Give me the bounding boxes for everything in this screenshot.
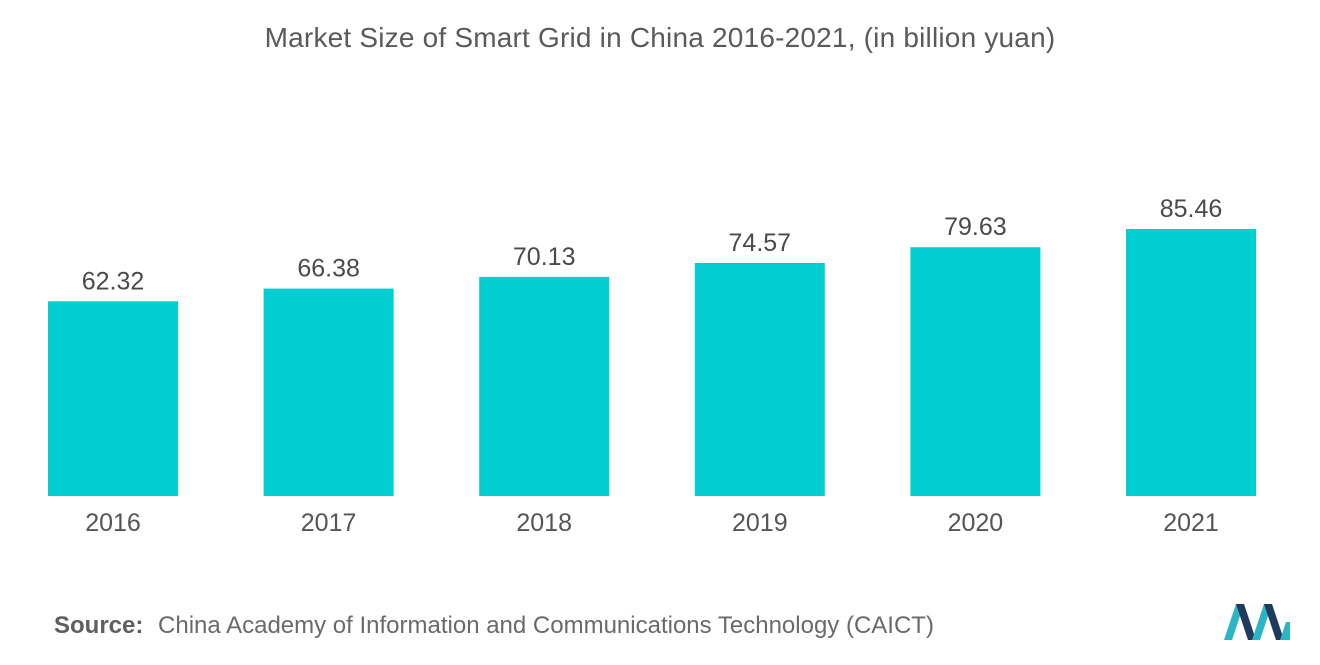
bar-2021 [1126, 229, 1256, 496]
value-label-2021: 85.46 [1160, 195, 1223, 223]
bar-2016 [48, 301, 178, 496]
bar-2018 [479, 276, 610, 496]
value-label-2016: 62.32 [82, 267, 145, 295]
x-tick-label-2021: 2021 [1163, 509, 1219, 537]
bar-2017 [263, 288, 394, 496]
value-label-2018: 70.13 [513, 243, 576, 271]
bar-chart: 62.32 2016 66.38 2017 70.13 2018 74.57 2019 79.6… [48, 195, 1256, 537]
value-label-2020: 79.63 [944, 213, 1007, 241]
x-tick-label-2016: 2016 [85, 509, 141, 537]
source-note: Source: China Academy of Information and… [54, 612, 934, 640]
x-tick-label-2017: 2017 [301, 509, 357, 537]
value-label-2017: 66.38 [297, 255, 360, 283]
source-text: China Academy of Information and Communi… [158, 612, 934, 639]
mordor-intelligence-logo-icon [1224, 604, 1290, 640]
source-label: Source: [54, 612, 144, 639]
bar-2020 [910, 247, 1041, 496]
x-tick-label-2018: 2018 [516, 509, 572, 537]
x-tick-label-2019: 2019 [732, 509, 788, 537]
value-label-2019: 74.57 [729, 229, 792, 257]
bar-2019 [694, 263, 825, 496]
x-tick-label-2020: 2020 [948, 509, 1004, 537]
chart-title: Market Size of Smart Grid in China 2016-… [264, 22, 1056, 53]
